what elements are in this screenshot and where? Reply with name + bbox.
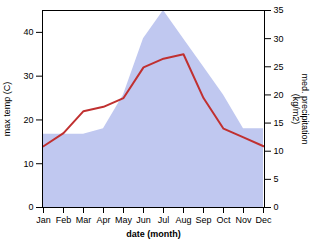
svg-text:15: 15 (274, 118, 284, 128)
svg-text:Sep: Sep (195, 215, 211, 225)
svg-text:med. precipitation(kg/m2): med. precipitation(kg/m2) (291, 73, 310, 144)
svg-text:Nov: Nov (235, 215, 252, 225)
svg-text:Aug: Aug (175, 215, 191, 225)
svg-text:20: 20 (274, 90, 284, 100)
svg-text:40: 40 (23, 27, 33, 37)
svg-text:Jun: Jun (136, 215, 151, 225)
svg-text:10: 10 (274, 146, 284, 156)
svg-text:max temp (C): max temp (C) (2, 82, 12, 137)
svg-text:0: 0 (274, 202, 279, 212)
svg-text:30: 30 (23, 71, 33, 81)
svg-text:Mar: Mar (76, 215, 92, 225)
svg-text:date (month): date (month) (126, 229, 181, 239)
svg-text:Apr: Apr (96, 215, 110, 225)
svg-text:10: 10 (23, 159, 33, 169)
svg-text:Oct: Oct (216, 215, 231, 225)
svg-text:25: 25 (274, 62, 284, 72)
svg-text:Dec: Dec (255, 215, 272, 225)
svg-text:Jan: Jan (36, 215, 51, 225)
svg-text:35: 35 (274, 5, 284, 15)
svg-text:5: 5 (274, 174, 279, 184)
svg-text:30: 30 (274, 34, 284, 44)
svg-text:Jul: Jul (158, 215, 170, 225)
svg-text:Feb: Feb (56, 215, 72, 225)
svg-text:0: 0 (28, 202, 33, 212)
svg-text:May: May (115, 215, 133, 225)
svg-text:20: 20 (23, 115, 33, 125)
